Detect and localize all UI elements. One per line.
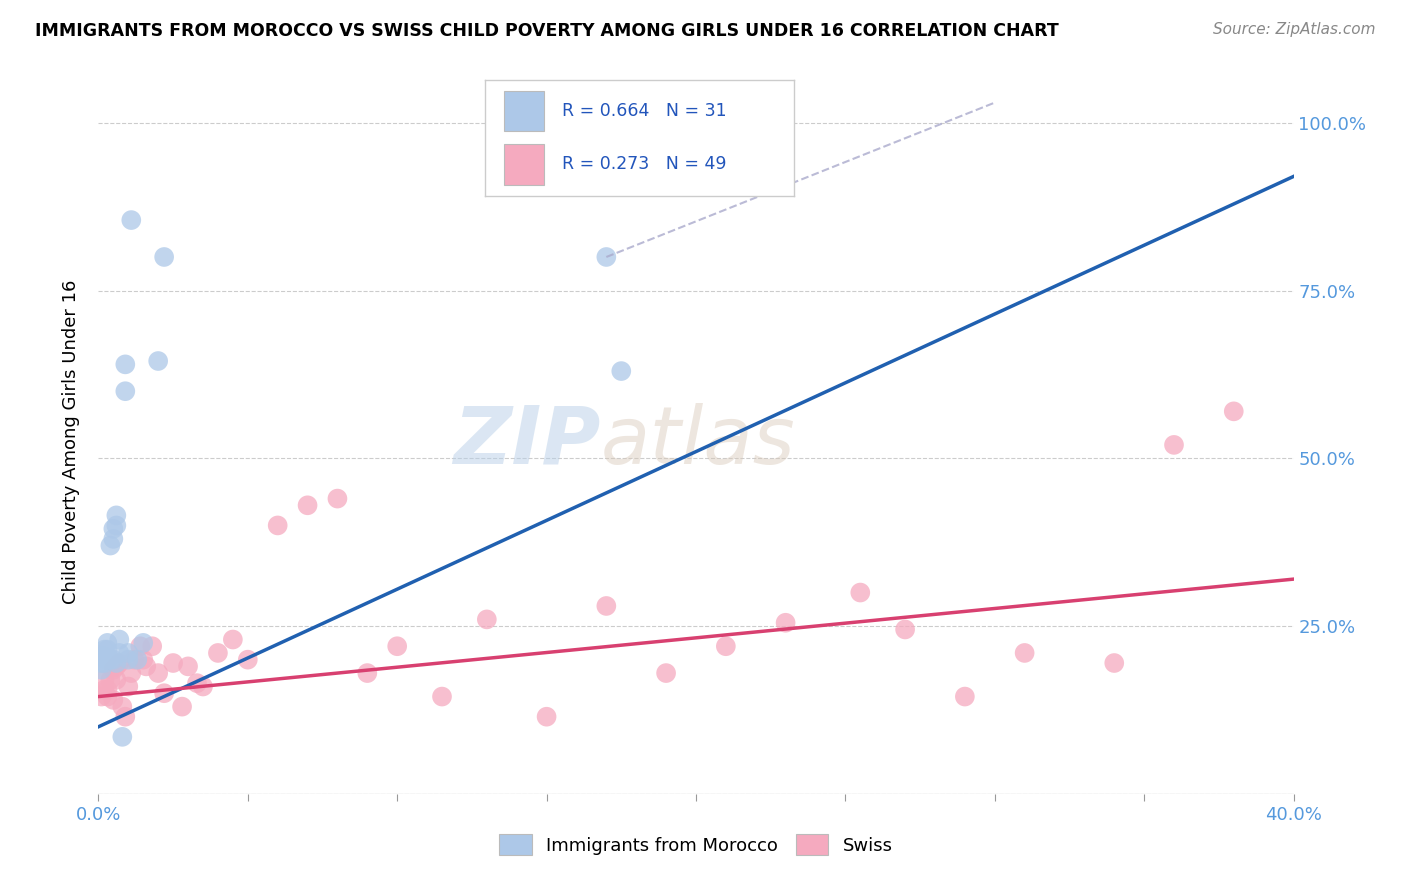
Point (103, 653, 125, 667)
Point (127, 653, 149, 667)
Point (108, 646, 131, 660)
Point (297, 498, 319, 512)
Point (96, 642, 118, 657)
Point (120, 213, 142, 227)
Point (108, 656, 131, 670)
Point (595, 599, 617, 613)
Point (93, 649, 115, 664)
Point (124, 653, 146, 667)
Text: Source: ZipAtlas.com: Source: ZipAtlas.com (1212, 22, 1375, 37)
Point (222, 632, 245, 647)
Point (105, 518, 128, 533)
Point (90, 656, 112, 670)
Point (1014, 646, 1036, 660)
Point (536, 709, 558, 723)
Point (93, 682, 115, 697)
Point (98, 673, 122, 687)
Point (775, 615, 797, 630)
Text: R = 0.664   N = 31: R = 0.664 N = 31 (562, 102, 727, 120)
Point (103, 663, 125, 677)
Point (177, 659, 200, 673)
Point (385, 639, 409, 653)
Text: ZIP: ZIP (453, 402, 600, 481)
Point (93, 642, 115, 657)
Point (96, 653, 118, 667)
Point (595, 250, 617, 264)
Point (1104, 656, 1126, 670)
Point (103, 693, 125, 707)
Point (186, 676, 208, 690)
Point (132, 653, 155, 667)
Point (153, 250, 176, 264)
Point (1163, 438, 1185, 452)
Point (172, 699, 194, 714)
Point (430, 690, 453, 704)
Point (475, 612, 498, 626)
Point (114, 384, 136, 399)
Point (111, 699, 134, 714)
Point (148, 354, 170, 368)
Point (610, 364, 633, 378)
Text: IMMIGRANTS FROM MOROCCO VS SWISS CHILD POVERTY AMONG GIRLS UNDER 16 CORRELATION : IMMIGRANTS FROM MOROCCO VS SWISS CHILD P… (35, 22, 1059, 40)
Text: R = 0.273   N = 49: R = 0.273 N = 49 (562, 155, 727, 173)
Y-axis label: Child Poverty Among Girls Under 16: Child Poverty Among Girls Under 16 (62, 279, 80, 604)
Point (93, 673, 115, 687)
Text: atlas: atlas (600, 402, 796, 481)
Point (98, 653, 122, 667)
Point (120, 666, 142, 681)
Point (267, 518, 290, 533)
Point (114, 357, 136, 371)
Point (90, 663, 112, 677)
Bar (503, 144, 544, 185)
Point (129, 639, 152, 653)
Point (105, 659, 128, 673)
Point (117, 646, 139, 660)
Legend: Immigrants from Morocco, Swiss: Immigrants from Morocco, Swiss (492, 827, 900, 863)
Point (326, 491, 349, 506)
Point (103, 532, 125, 546)
Point (953, 690, 976, 704)
Point (117, 680, 139, 694)
Point (114, 709, 136, 723)
Point (105, 673, 128, 687)
Point (714, 639, 737, 653)
Point (141, 639, 163, 653)
Point (105, 656, 128, 670)
Point (117, 653, 139, 667)
Point (849, 585, 872, 599)
Point (162, 656, 184, 670)
Point (191, 680, 214, 694)
Point (96, 690, 118, 704)
Point (655, 666, 678, 681)
Point (103, 522, 125, 536)
Point (207, 646, 229, 660)
Point (90, 690, 112, 704)
Point (356, 666, 378, 681)
Point (148, 666, 170, 681)
Point (96, 636, 118, 650)
Point (108, 632, 131, 647)
Point (153, 686, 176, 700)
Point (90, 649, 112, 664)
Point (132, 636, 155, 650)
Point (98, 539, 122, 553)
Point (96, 682, 118, 697)
Point (105, 508, 128, 523)
Point (135, 659, 157, 673)
Point (1223, 404, 1246, 418)
Point (111, 730, 134, 744)
Bar (503, 91, 544, 131)
Point (236, 653, 259, 667)
Point (894, 623, 917, 637)
Point (93, 656, 115, 670)
